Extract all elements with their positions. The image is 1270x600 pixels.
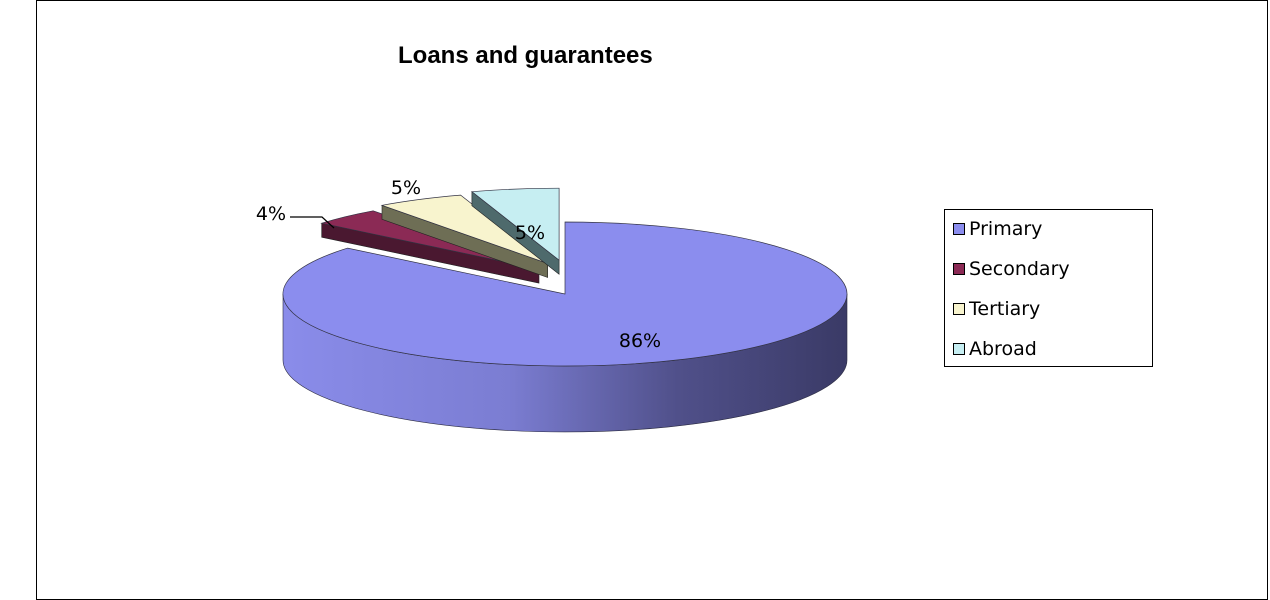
data-label-tertiary: 5% — [391, 177, 421, 199]
legend-label-secondary: Secondary — [969, 258, 1070, 280]
leader-line-secondary — [290, 216, 335, 229]
chart-title: Loans and guarantees — [398, 42, 653, 69]
data-label-abroad: 5% — [515, 222, 545, 244]
legend: Primary Secondary Tertiary Abroad — [944, 209, 1153, 367]
legend-item-primary: Primary — [953, 217, 1042, 241]
legend-item-abroad: Abroad — [953, 337, 1037, 361]
legend-item-secondary: Secondary — [953, 257, 1070, 281]
legend-swatch-abroad — [953, 343, 965, 355]
legend-label-primary: Primary — [969, 218, 1043, 240]
data-label-secondary: 4% — [256, 203, 286, 225]
legend-label-abroad: Abroad — [969, 338, 1037, 360]
data-label-primary: 86% — [619, 330, 661, 352]
legend-swatch-tertiary — [953, 303, 965, 315]
legend-item-tertiary: Tertiary — [953, 297, 1040, 321]
pie-slice-abroad — [470, 187, 560, 275]
pie-slice-primary — [282, 221, 848, 433]
legend-label-tertiary: Tertiary — [969, 298, 1041, 320]
pie-slice-tertiary — [380, 194, 548, 278]
legend-swatch-primary — [953, 223, 965, 235]
legend-swatch-secondary — [953, 263, 965, 275]
